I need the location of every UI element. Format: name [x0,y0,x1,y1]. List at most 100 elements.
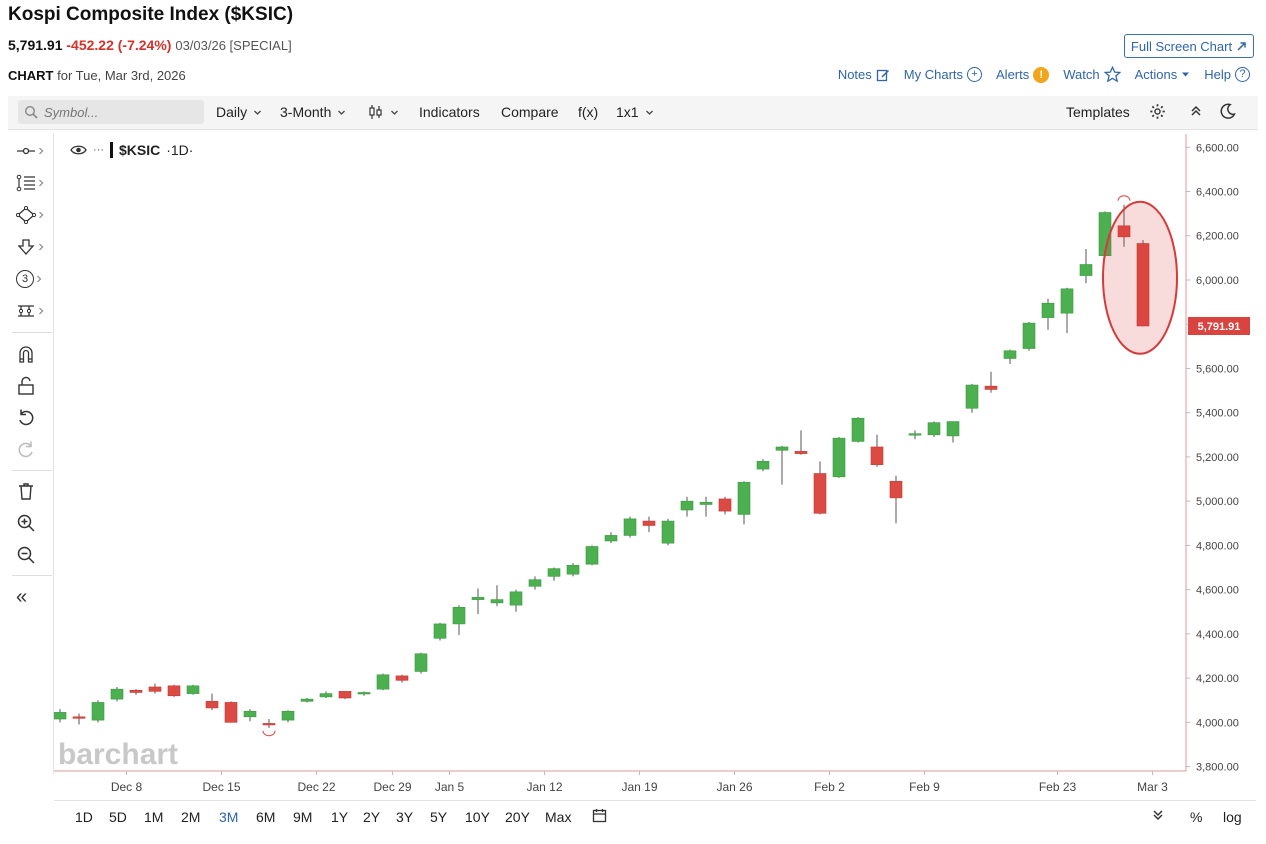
candle[interactable] [148,683,162,694]
range-5d[interactable]: 5D [109,809,127,825]
log-scale-toggle[interactable]: log [1223,809,1242,825]
collapse-header-button[interactable] [1189,104,1203,118]
candle[interactable] [357,691,371,696]
compare-button[interactable]: Compare [501,104,559,120]
candle[interactable] [699,496,713,517]
arrow-tool[interactable] [16,234,50,260]
chart-type-dropdown[interactable] [368,104,399,120]
candle[interactable] [281,710,295,723]
candle[interactable] [1117,204,1131,247]
candle[interactable] [585,545,599,566]
candlestick-chart[interactable]: barchart 6,600.00 6,400.00 6,200.00 6,000.0… [53,134,1256,798]
settings-button[interactable] [1149,103,1166,120]
candle[interactable] [946,421,960,443]
collapse-toolbar-button[interactable]: « [16,584,50,610]
candle[interactable] [509,589,523,612]
range-1m[interactable]: 1M [144,809,164,825]
candle[interactable] [1041,298,1055,330]
lock-tool[interactable] [16,373,50,399]
candle[interactable] [737,481,751,525]
templates-button[interactable]: Templates [1066,104,1130,120]
zoom-in-button[interactable] [16,510,50,536]
candle[interactable] [813,461,827,515]
range-1d[interactable]: 1D [75,809,93,825]
range-2y[interactable]: 2Y [363,809,381,825]
period-dropdown[interactable]: 3-Month [280,104,346,120]
my-charts-link[interactable]: My Charts + [904,67,983,82]
range-3m[interactable]: 3M [219,809,239,825]
candle[interactable] [91,700,105,723]
candle[interactable] [547,567,561,581]
range-9m[interactable]: 9M [293,809,313,825]
candle[interactable] [623,516,637,538]
candle[interactable] [224,701,238,723]
redo-button[interactable] [16,437,50,463]
expand-panel-button[interactable] [1151,808,1165,825]
candle[interactable] [794,430,808,455]
range-1y[interactable]: 1Y [331,809,349,825]
candle[interactable] [262,719,276,728]
candle[interactable] [338,691,352,700]
help-link[interactable]: Help ? [1204,67,1250,82]
candle[interactable] [129,689,143,695]
range-5y[interactable]: 5Y [430,809,448,825]
range-2m[interactable]: 2M [181,809,201,825]
candle[interactable] [471,588,485,614]
zoom-out-button[interactable] [16,542,50,568]
candle[interactable] [889,475,903,524]
candle[interactable] [1079,249,1093,284]
candle[interactable] [414,652,428,674]
indicators-button[interactable]: Indicators [419,104,480,120]
shape-tool[interactable] [16,202,50,228]
line-tool[interactable] [16,138,50,164]
fx-button[interactable]: f(x) [578,104,598,120]
delete-drawings-button[interactable] [16,478,50,504]
notes-link[interactable]: Notes [838,67,890,82]
candle[interactable] [984,371,998,393]
candle[interactable] [1022,322,1036,351]
range-3y[interactable]: 3Y [396,809,414,825]
candle[interactable] [110,686,124,702]
number-marker-tool[interactable]: 3 [16,266,50,292]
candle[interactable] [167,684,181,697]
candle[interactable] [433,622,447,641]
candle[interactable] [642,516,656,533]
candle[interactable] [490,585,504,607]
candle[interactable] [452,605,466,635]
symbol-input[interactable] [44,104,194,120]
candle[interactable] [680,496,694,517]
watch-link[interactable]: Watch [1063,66,1121,83]
range-6m[interactable]: 6M [256,809,276,825]
percent-scale-toggle[interactable]: % [1190,809,1203,825]
candle[interactable] [775,445,789,485]
candle[interactable] [319,691,333,699]
range-10y[interactable]: 10Y [465,809,490,825]
legend-menu-dots[interactable]: ··· [93,144,104,156]
candle[interactable] [566,563,580,577]
candle[interactable] [927,421,941,438]
candle[interactable] [395,674,409,683]
full-screen-chart-button[interactable]: Full Screen Chart [1124,34,1254,58]
candle[interactable] [604,532,618,544]
measure-tool[interactable] [16,298,50,324]
layout-dropdown[interactable]: 1x1 [616,104,654,120]
candle[interactable] [376,673,390,691]
candle[interactable] [661,518,675,546]
candle[interactable] [1003,349,1017,365]
undo-button[interactable] [16,405,50,431]
candle[interactable] [243,709,257,722]
date-picker-button[interactable] [592,808,607,826]
candle[interactable] [300,698,314,703]
actions-menu[interactable]: Actions [1135,67,1191,82]
range-20y[interactable]: 20Y [505,809,530,825]
candle[interactable] [718,496,732,515]
price-chart[interactable]: barchart 6,600.00 6,400.00 6,200.00 6,000.0… [53,134,1256,798]
eye-icon[interactable] [70,144,87,156]
alerts-link[interactable]: Alerts ! [996,66,1050,83]
range-max[interactable]: Max [545,809,572,825]
symbol-search[interactable] [18,100,204,124]
candle[interactable] [851,417,865,443]
dark-mode-toggle[interactable] [1219,103,1236,120]
candle[interactable] [205,693,219,711]
interval-dropdown[interactable]: Daily [216,104,262,120]
